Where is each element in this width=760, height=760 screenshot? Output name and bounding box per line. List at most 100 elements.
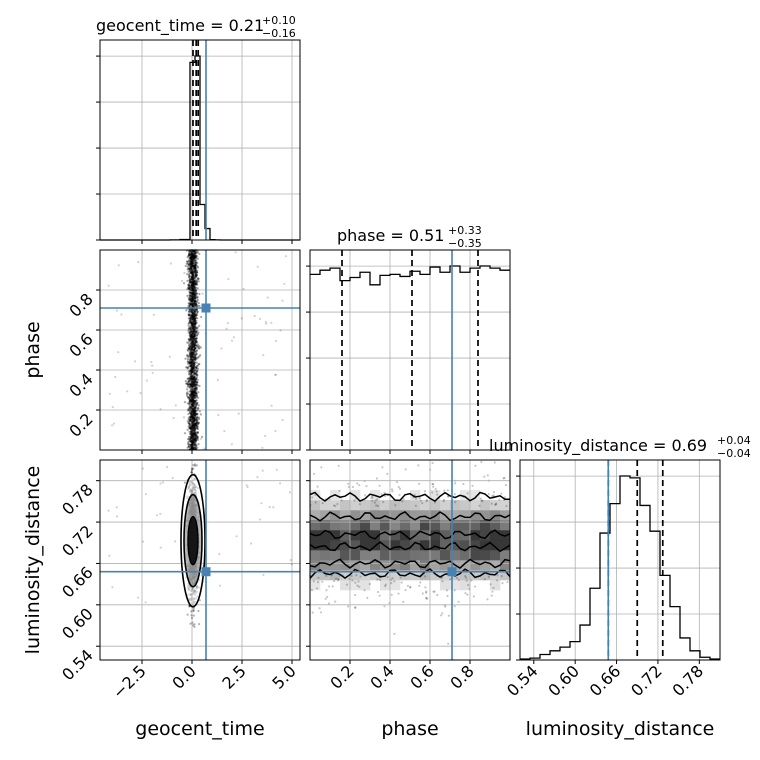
hist2d-cell [320,560,331,571]
scatter-point [190,277,193,280]
scatter-point [193,426,196,429]
scatter-point [189,332,192,335]
scatter-point [192,260,195,263]
scatter-point [126,390,129,393]
scatter-point [191,298,194,301]
scatter-point [192,254,196,257]
scatter-point [188,345,191,349]
hist2d-cell [430,490,441,501]
scatter-point [187,425,190,428]
hist2d-cell [460,580,471,591]
scatter-point [188,409,191,412]
scatter-point [193,625,196,629]
scatter-point [325,574,328,577]
scatter-point [195,366,198,370]
scatter-point [190,251,193,254]
scatter-point [191,314,194,317]
scatter-point [189,321,193,325]
scatter-point [190,333,193,336]
scatter-point [193,355,196,358]
scatter-point [190,415,193,418]
hist2d-cell [320,530,331,541]
scatter-point [187,287,190,290]
scatter-point [191,281,194,284]
scatter-point [191,326,194,329]
scatter-point [191,441,195,444]
scatter-point [192,441,195,444]
scatter-point [193,420,196,424]
scatter-point [193,372,196,376]
scatter-point [194,341,197,344]
scatter-point [195,376,198,379]
scatter-point [197,421,200,424]
scatter-point [191,337,194,341]
scatter-point [191,370,194,373]
scatter-point [191,386,194,389]
scatter-point [189,278,192,281]
scatter-point [192,273,195,276]
scatter-point [190,250,193,253]
scatter-point [189,275,192,278]
scatter-point [191,341,194,344]
scatter-point [192,355,195,358]
scatter-point [191,366,194,369]
scatter-point [191,420,194,423]
scatter-point [194,344,198,347]
scatter-point [190,436,193,439]
scatter-point [190,345,193,348]
scatter-point [193,409,197,413]
scatter-point [192,366,196,369]
scatter-point [191,381,194,384]
scatter-point [195,383,198,386]
scatter-point [193,284,196,287]
scatter-point [193,350,196,353]
scatter-point [196,257,199,260]
scatter-point [190,348,193,351]
scatter-point [192,277,196,280]
scatter-point [189,395,192,398]
scatter-point [191,285,194,288]
scatter-point [191,398,194,401]
scatter-point [193,432,197,436]
scatter-point [188,396,191,399]
scatter-point [359,575,362,578]
scatter-point [365,485,368,488]
scatter-point [191,398,194,402]
scatter-point [191,364,194,367]
scatter-point [193,322,196,325]
scatter-point [190,405,193,408]
scatter-point [196,265,199,268]
scatter-point [194,252,197,255]
scatter-point [192,426,195,429]
scatter-point [196,401,199,405]
scatter-point [318,607,321,610]
scatter-point [191,397,194,400]
contour-line [309,568,511,580]
scatter-point [190,321,193,324]
scatter-point [187,438,190,441]
scatter-point [193,254,196,257]
scatter-point [195,372,198,375]
scatter-point [194,296,198,299]
scatter-point [193,444,196,447]
scatter-geocent-phase [107,248,287,452]
scatter-point [190,440,193,443]
scatter-point [190,258,193,261]
contour-line [309,510,511,522]
scatter-point [368,582,371,586]
scatter-point [191,417,194,420]
scatter-point [186,367,189,370]
scatter-point [190,335,193,338]
scatter-point [139,392,142,395]
scatter-point [194,432,197,435]
scatter-point [194,299,197,302]
scatter-point [425,591,428,594]
scatter-point [193,424,196,427]
scatter-point [194,293,197,296]
scatter-point [191,262,194,265]
scatter-point [190,427,193,430]
scatter-point [190,360,193,363]
scatter-point [191,446,194,449]
scatter-point [151,364,154,367]
scatter-point [187,445,190,448]
